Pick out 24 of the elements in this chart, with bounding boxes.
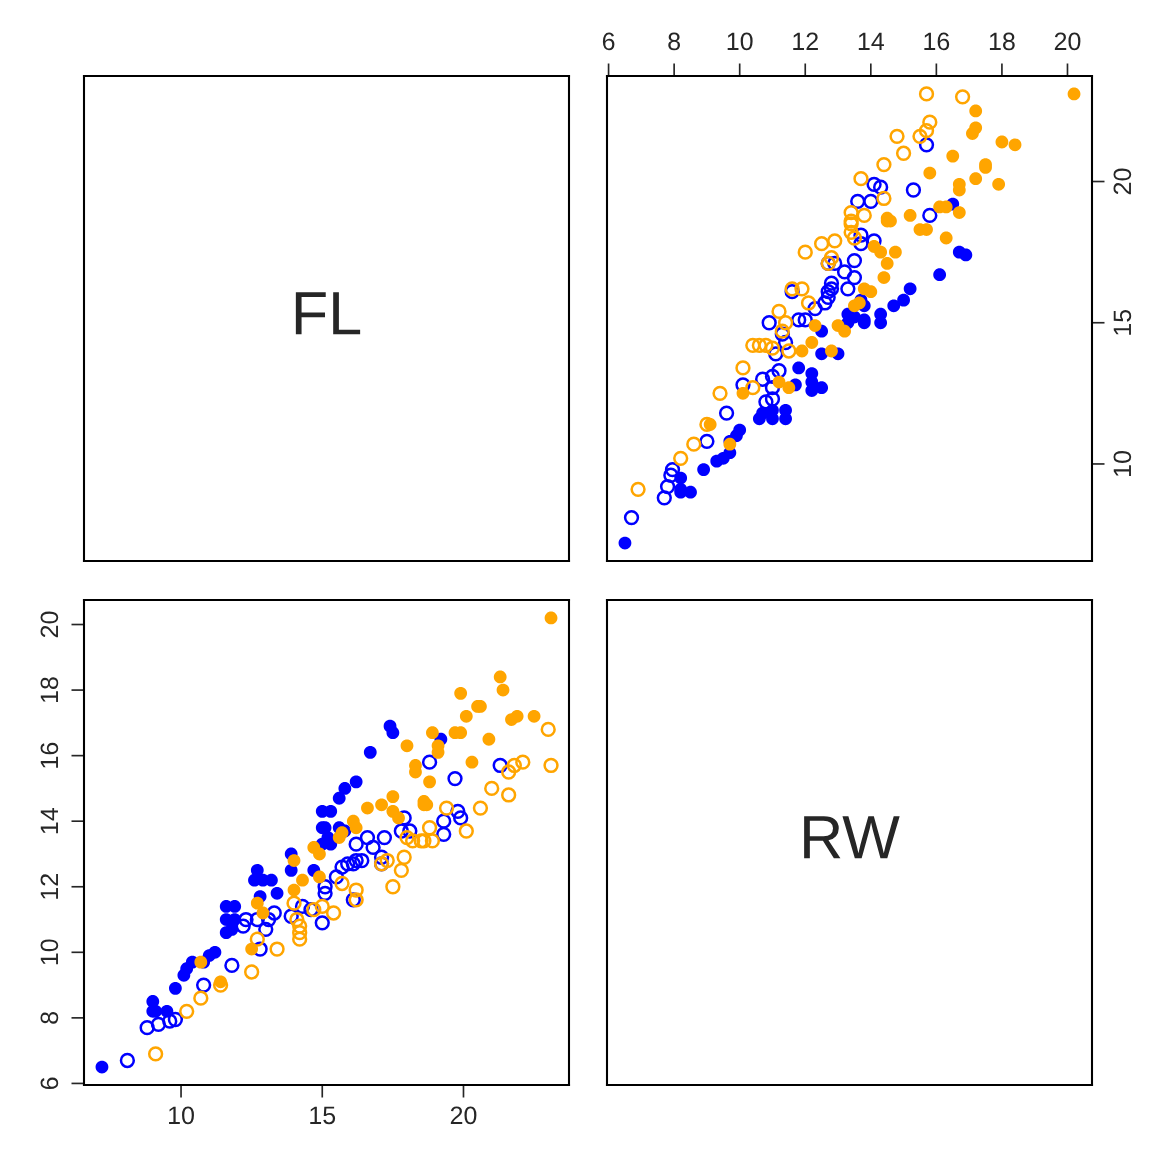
text: RW [804, 816, 900, 859]
y-tick-label: 18 [40, 677, 59, 703]
x-tick-label: 10 [727, 32, 753, 51]
x-tick-label: 16 [924, 32, 950, 51]
x-tick-label: 6 [602, 32, 615, 51]
x-tick-label: 8 [668, 32, 680, 51]
y-tick-label: 14 [40, 808, 58, 834]
y-tick-label: 8 [40, 1012, 59, 1024]
y-tick-label: 6 [40, 1077, 59, 1090]
y-tick-label: 20 [1113, 168, 1132, 195]
text: FL [295, 292, 361, 335]
y-tick-label: 20 [40, 611, 59, 638]
x-tick-label: 12 [793, 32, 818, 50]
y-tick-label: 15 [1113, 309, 1132, 335]
x-tick-label: 15 [310, 1106, 336, 1125]
x-tick-label: 10 [169, 1106, 194, 1125]
x-tick-label: 14 [858, 32, 884, 50]
y-tick-label: 10 [40, 939, 59, 965]
y-tick-label: 12 [40, 874, 58, 899]
x-tick-label: 20 [450, 1106, 477, 1125]
y-tick-label: 16 [40, 742, 59, 768]
x-tick-label: 20 [1054, 32, 1081, 51]
x-tick-label: 18 [989, 32, 1015, 51]
y-tick-label: 10 [1113, 451, 1132, 476]
